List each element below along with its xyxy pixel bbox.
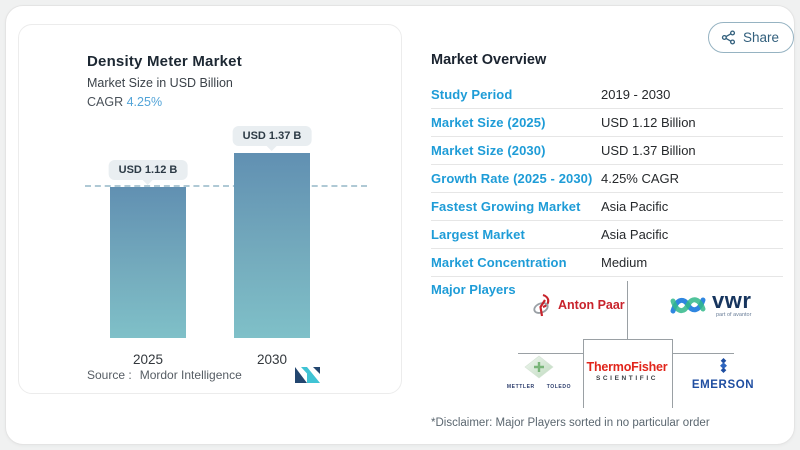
- row-label: Market Concentration: [431, 255, 567, 270]
- table-row: Fastest Growing Market Asia Pacific: [431, 193, 783, 221]
- table-row: Market Size (2030) USD 1.37 Billion: [431, 137, 783, 165]
- major-players-section: Major Players Anton Paar vw: [431, 274, 786, 412]
- table-row: Market Size (2025) USD 1.12 Billion: [431, 109, 783, 137]
- row-value: Asia Pacific: [601, 227, 669, 242]
- row-label: Study Period: [431, 87, 513, 102]
- bar-2030: [234, 153, 310, 338]
- report-card: Share Density Meter Market Market Size i…: [5, 5, 795, 445]
- chart-cagr-line: CAGR 4.25%: [87, 95, 242, 109]
- mordor-intelligence-logo: [294, 366, 321, 384]
- chart-source-row: Source : Mordor Intelligence: [87, 366, 387, 384]
- chart-subtitle: Market Size in USD Billion: [87, 76, 233, 90]
- vwr-wave-icon: [669, 294, 707, 316]
- thermo-fisher-wordmark: ThermoFisher: [586, 360, 668, 374]
- cagr-label: CAGR: [87, 95, 124, 109]
- row-value: Asia Pacific: [601, 199, 669, 214]
- disclaimer-text: *Disclaimer: Major Players sorted in no …: [431, 417, 710, 429]
- bar-value-label-2030: USD 1.37 B: [232, 126, 312, 151]
- overview-title: Market Overview: [431, 52, 547, 68]
- share-icon: [721, 30, 736, 45]
- market-chart-panel: Density Meter Market Market Size in USD …: [18, 24, 402, 394]
- anton-paar-logo: Anton Paar: [531, 292, 625, 318]
- table-row: Market Concentration Medium: [431, 249, 783, 277]
- chart-header: Density Meter Market Market Size in USD …: [87, 53, 242, 109]
- row-value: 4.25% CAGR: [601, 171, 680, 186]
- emerson-logo: EMERSON: [683, 358, 763, 391]
- table-row: Study Period 2019 - 2030: [431, 81, 783, 109]
- row-label: Market Size (2025): [431, 115, 546, 130]
- overview-table: Study Period 2019 - 2030 Market Size (20…: [431, 81, 783, 277]
- emerson-icon: [717, 358, 730, 373]
- players-center-box: [583, 339, 673, 408]
- row-value: 2019 - 2030: [601, 87, 671, 102]
- share-button-label: Share: [743, 30, 780, 45]
- mettler-toledo-icon: [513, 354, 565, 380]
- mettler-toledo-wordmark: METTLER TOLEDO: [506, 384, 572, 390]
- row-label: Growth Rate (2025 - 2030): [431, 171, 593, 186]
- bar-chart: USD 1.12 B USD 1.37 B 2025 2030: [19, 25, 401, 393]
- row-value: Medium: [601, 255, 648, 270]
- vwr-wordmark: vwr: [712, 288, 752, 313]
- bar-2025: [110, 187, 186, 338]
- mettler-toledo-logo: METTLER TOLEDO: [503, 354, 575, 390]
- row-label: Largest Market: [431, 227, 525, 242]
- cagr-value: 4.25%: [126, 95, 163, 109]
- chart-title: Density Meter Market: [87, 53, 242, 70]
- vwr-tagline: part of avantor: [715, 312, 752, 318]
- row-label: Fastest Growing Market: [431, 199, 581, 214]
- players-divider-vertical: [627, 281, 628, 339]
- x-axis-label-2030: 2030: [256, 352, 288, 367]
- major-players-label: Major Players: [431, 282, 516, 297]
- thermo-fisher-scientific: SCIENTIFIC: [595, 375, 659, 382]
- row-label: Market Size (2030): [431, 143, 546, 158]
- anton-paar-wordmark: Anton Paar: [558, 298, 625, 312]
- row-value: USD 1.12 Billion: [601, 115, 696, 130]
- bar-value-label-2025: USD 1.12 B: [108, 160, 188, 185]
- reference-dashed-line: [85, 185, 367, 187]
- x-axis-label-2025: 2025: [132, 352, 164, 367]
- emerson-wordmark: EMERSON: [691, 379, 755, 391]
- source-name: Mordor Intelligence: [139, 368, 242, 382]
- table-row: Growth Rate (2025 - 2030) 4.25% CAGR: [431, 165, 783, 193]
- share-button[interactable]: Share: [708, 22, 795, 53]
- thermo-fisher-logo: ThermoFisher SCIENTIFIC: [583, 360, 671, 382]
- table-row: Largest Market Asia Pacific: [431, 221, 783, 249]
- anton-paar-icon: [531, 292, 553, 318]
- source-label: Source :: [87, 368, 132, 382]
- vwr-logo: vwr part of avantor: [669, 288, 752, 318]
- row-value: USD 1.37 Billion: [601, 143, 696, 158]
